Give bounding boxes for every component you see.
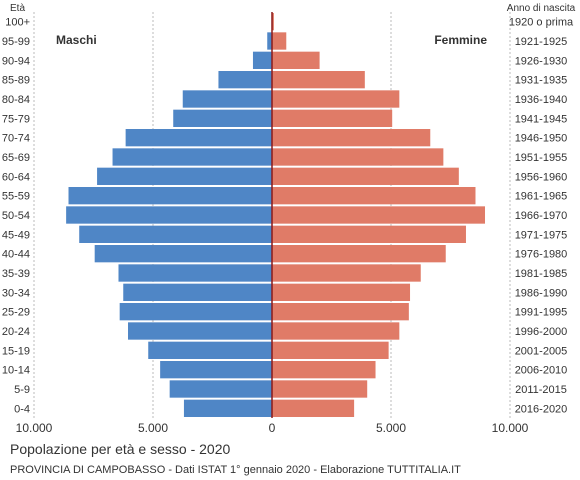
female-bar [272,148,444,166]
birth-year-label: 1976-1980 [515,249,568,261]
birth-year-label: 1986-1990 [515,287,568,299]
male-bar [169,380,272,398]
male-side-label: Maschi [56,33,97,47]
birth-year-label: 1921-1925 [515,36,568,48]
x-tick-label: 0 [269,421,276,435]
female-bar [272,71,365,89]
age-group-label: 100+ [5,17,30,29]
male-bar [68,187,272,205]
female-bar [272,90,400,108]
birth-year-label: 2016-2020 [515,403,568,415]
female-bar [272,322,400,340]
female-bar [272,187,476,205]
female-bar [272,380,368,398]
female-bar [272,264,421,282]
birth-year-labels: 1920 o prima 1921-1925 1926-1930 1931-1935 1… [509,17,574,416]
chart-title: Popolazione per età e sesso - 2020 [10,441,231,457]
male-bar [252,51,272,69]
age-group-label: 70-74 [2,133,30,145]
female-bar [272,13,274,31]
male-bar [123,283,272,301]
male-bar [119,303,273,321]
birth-year-axis-header: Anno di nascita [507,3,576,14]
population-pyramid-chart: 100+ 95-99 90-94 85-89 80-84 75-79 70-74 65-69 6… [2,3,576,435]
female-bar [272,109,393,127]
birth-year-label: 1920 o prima [509,17,574,29]
bars [66,13,486,417]
birth-year-label: 1956-1960 [515,171,568,183]
male-bar [112,148,272,166]
female-bar [272,206,486,224]
age-group-label: 30-34 [2,287,30,299]
birth-year-label: 1941-1945 [515,113,568,125]
age-group-label: 55-59 [2,191,30,203]
chart-subtitle: PROVINCIA DI CAMPOBASSO - Dati ISTAT 1° … [10,464,461,476]
birth-year-label: 1951-1955 [515,152,568,164]
birth-year-label: 1936-1940 [515,94,568,106]
age-group-label: 5-9 [14,384,30,396]
female-bar [272,361,376,379]
age-group-label: 80-84 [2,94,30,106]
age-group-label: 45-49 [2,229,30,241]
age-group-label: 15-19 [2,345,30,357]
male-bar [94,245,272,263]
age-group-label: 75-79 [2,113,30,125]
age-group-label: 90-94 [2,55,30,67]
birth-year-label: 2001-2005 [515,345,568,357]
male-bar [173,109,272,127]
age-group-label: 50-54 [2,210,30,222]
male-bar [128,322,272,340]
birth-year-label: 1981-1985 [515,268,568,280]
birth-year-label: 2006-2010 [515,365,568,377]
female-bar [272,399,355,417]
male-bar [97,167,272,185]
male-bar [125,129,272,147]
x-tick-label: 5.000 [376,421,406,435]
female-bar [272,129,431,147]
male-bar [182,90,272,108]
age-group-label: 65-69 [2,152,30,164]
female-bar [272,283,411,301]
birth-year-label: 1931-1935 [515,75,568,87]
birth-year-label: 1996-2000 [515,326,568,338]
age-group-label: 60-64 [2,171,30,183]
female-bar [272,32,287,50]
birth-year-label: 1991-1995 [515,307,568,319]
female-bar [272,167,459,185]
age-group-label: 85-89 [2,75,30,87]
male-bar [79,225,272,243]
male-bar [183,399,272,417]
birth-year-label: 1946-1950 [515,133,568,145]
female-bar [272,51,320,69]
male-bar [267,32,272,50]
birth-year-label: 2011-2015 [515,384,567,396]
x-tick-label: 10.000 [16,421,53,435]
age-group-label: 40-44 [2,249,30,261]
female-bar [272,225,466,243]
age-group-label: 95-99 [2,36,30,48]
age-group-label: 25-29 [2,307,30,319]
x-tick-label: 10.000 [492,421,529,435]
age-group-labels: 100+ 95-99 90-94 85-89 80-84 75-79 70-74 65-69 6… [2,17,30,416]
age-group-label: 10-14 [2,365,30,377]
male-bar [118,264,273,282]
birth-year-label: 1971-1975 [515,229,568,241]
female-bar [272,341,389,359]
birth-year-label: 1926-1930 [515,55,568,67]
female-side-label: Femmine [434,33,487,47]
age-group-label: 0-4 [14,403,30,415]
male-bar [218,71,272,89]
male-bar [66,206,272,224]
age-group-label: 35-39 [2,268,30,280]
male-bar [148,341,272,359]
age-axis-header: Età [10,3,25,14]
female-bar [272,245,446,263]
birth-year-label: 1966-1970 [515,210,568,222]
female-bar [272,303,409,321]
x-axis-tick-labels: 10.000 5.000 0 5.000 10.000 [16,421,529,435]
birth-year-label: 1961-1965 [515,191,568,203]
age-group-label: 20-24 [2,326,30,338]
x-tick-label: 5.000 [138,421,168,435]
male-bar [160,361,272,379]
